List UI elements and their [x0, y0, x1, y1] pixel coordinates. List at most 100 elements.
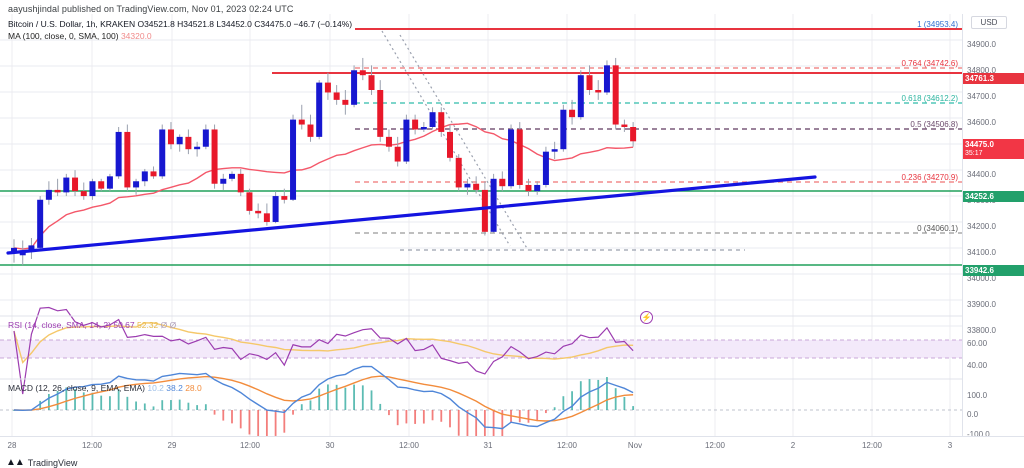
candle-body: [316, 82, 323, 137]
candle-body: [159, 129, 166, 177]
axis-tick: 34200.0: [967, 222, 996, 231]
macd-histogram-bar: [126, 396, 129, 410]
candle-body: [220, 178, 227, 184]
rsi-legend-extra-1: Ø: [160, 320, 168, 330]
tradingview-logo[interactable]: ▲▲ TradingView: [6, 457, 77, 468]
macd-histogram-bar: [396, 410, 399, 426]
time-tick: 3: [947, 441, 953, 450]
rsi-legend: RSI (14, close, SMA, 14, 2) 50.67 52.32 …: [8, 320, 176, 331]
rsi-line: [13, 306, 634, 395]
macd-histogram-bar: [143, 403, 146, 410]
macd-histogram-bar: [213, 410, 216, 415]
axis-tick: 34900.0: [967, 40, 996, 49]
macd-histogram-bar: [431, 410, 434, 421]
macd-histogram-bar: [257, 410, 260, 438]
candle-body: [351, 70, 358, 105]
legend-symbol[interactable]: Bitcoin / U.S. Dollar, 1h, KRAKEN: [8, 19, 136, 29]
macd-histogram-bar: [597, 379, 600, 410]
candle-body: [246, 192, 253, 211]
axis-tick: 34000.0: [967, 274, 996, 283]
candle-body: [89, 181, 96, 197]
ascending-trendline[interactable]: [6, 175, 817, 255]
axis-tick: 34700.0: [967, 92, 996, 101]
last-price-badge-countdown: 35:17: [965, 150, 983, 157]
axis-tick: 33900.0: [967, 300, 996, 309]
macd-histogram-bar: [170, 400, 172, 410]
macd-histogram-bar: [518, 410, 521, 423]
macd-histogram-bar: [353, 384, 355, 410]
axis-tick: 34600.0: [967, 118, 996, 127]
candle-body: [98, 181, 105, 189]
macd-legend-title[interactable]: MACD (12, 26, close, 9, EMA, EMA): [8, 383, 145, 393]
legend-low: L34452.0: [216, 19, 252, 29]
candle-body: [255, 210, 262, 214]
candle-body: [630, 127, 637, 142]
ma-100-line: [13, 122, 634, 250]
candle-body: [560, 109, 567, 150]
candle-body: [72, 177, 79, 192]
candle-body: [211, 129, 218, 184]
time-axis[interactable]: 28 12:00 29 12:00 30 12:00 31 12:00 Nov 12:00 2 12:…: [0, 436, 1024, 454]
legend-ma-title[interactable]: MA (100, close, 0, SMA, 100): [8, 31, 119, 41]
candle-body: [612, 65, 619, 125]
macd-histogram-bar: [300, 404, 303, 410]
macd-histogram-bar: [457, 410, 460, 436]
rsi-legend-sma-value: 52.32: [137, 320, 159, 330]
currency-label: USD: [971, 16, 1007, 29]
candle-body: [333, 92, 340, 100]
candle-body: [569, 109, 576, 118]
legend-symbol-row: Bitcoin / U.S. Dollar, 1h, KRAKEN O34521…: [8, 19, 352, 30]
macd-histogram-bar: [82, 392, 85, 410]
descending-trendline[interactable]: [381, 30, 745, 251]
macd-histogram-bar: [292, 410, 294, 415]
candle-body: [307, 124, 314, 137]
fib-label: 0.764 (34742.6): [902, 59, 959, 68]
macd-histogram-bar: [344, 387, 347, 410]
macd-histogram-bar: [562, 396, 565, 410]
macd-histogram-bar: [527, 410, 530, 423]
macd-histogram-bar: [492, 410, 495, 442]
macd-histogram-bar: [265, 410, 268, 441]
descending-dotted-trendline[interactable]: [399, 34, 529, 251]
legend-open: O34521.8: [137, 19, 175, 29]
candle-body: [403, 119, 410, 162]
macd-histogram-bar: [187, 402, 190, 410]
macd-histogram-bar: [475, 410, 478, 442]
axis-tick: -100.0: [967, 430, 990, 439]
fib-label: 0.618 (34612.2): [902, 94, 959, 103]
descending-trendline-parallel[interactable]: [381, 30, 511, 247]
time-tick: 12:00: [398, 441, 420, 450]
candle-body: [28, 245, 35, 252]
candle-body: [237, 173, 244, 193]
candle-body: [490, 178, 497, 232]
candle-body: [54, 189, 61, 193]
candle-body: [290, 119, 297, 200]
macd-histogram-bar: [579, 381, 582, 410]
macd-histogram-bar: [483, 410, 486, 449]
candle-body: [438, 112, 445, 132]
price-axis[interactable]: USD 34900.034800.034700.034600.034500.03…: [962, 14, 1024, 439]
rsi-legend-title[interactable]: RSI (14, close, SMA, 14, 2): [8, 320, 111, 330]
macd-histogram-bar: [388, 410, 390, 416]
lightning-event-icon[interactable]: ⚡: [640, 311, 653, 324]
candle-body: [595, 90, 602, 93]
macd-histogram-bar: [449, 410, 451, 428]
ascending-trendline[interactable]: [6, 175, 817, 255]
candle-body: [508, 129, 515, 187]
axis-tick: 0.0: [967, 410, 979, 419]
macd-histogram-bar: [553, 407, 556, 410]
axis-tick: 34800.0: [967, 66, 996, 75]
fib-label: 1 (34953.4): [917, 20, 958, 29]
macd-line: [13, 365, 634, 430]
macd-histogram-bar: [571, 391, 573, 410]
macd-histogram-bar: [274, 410, 277, 436]
macd-histogram-bar: [178, 399, 181, 410]
macd-histogram-bar: [588, 379, 591, 410]
macd-legend-signal-value: 38.2: [166, 383, 183, 393]
macd-histogram-bar: [74, 389, 76, 410]
macd-histogram-bar: [135, 401, 137, 410]
candle-body: [525, 184, 532, 192]
candle-body: [481, 189, 488, 232]
candle-body: [542, 151, 549, 185]
macd-legend-value: 10.2: [147, 383, 164, 393]
